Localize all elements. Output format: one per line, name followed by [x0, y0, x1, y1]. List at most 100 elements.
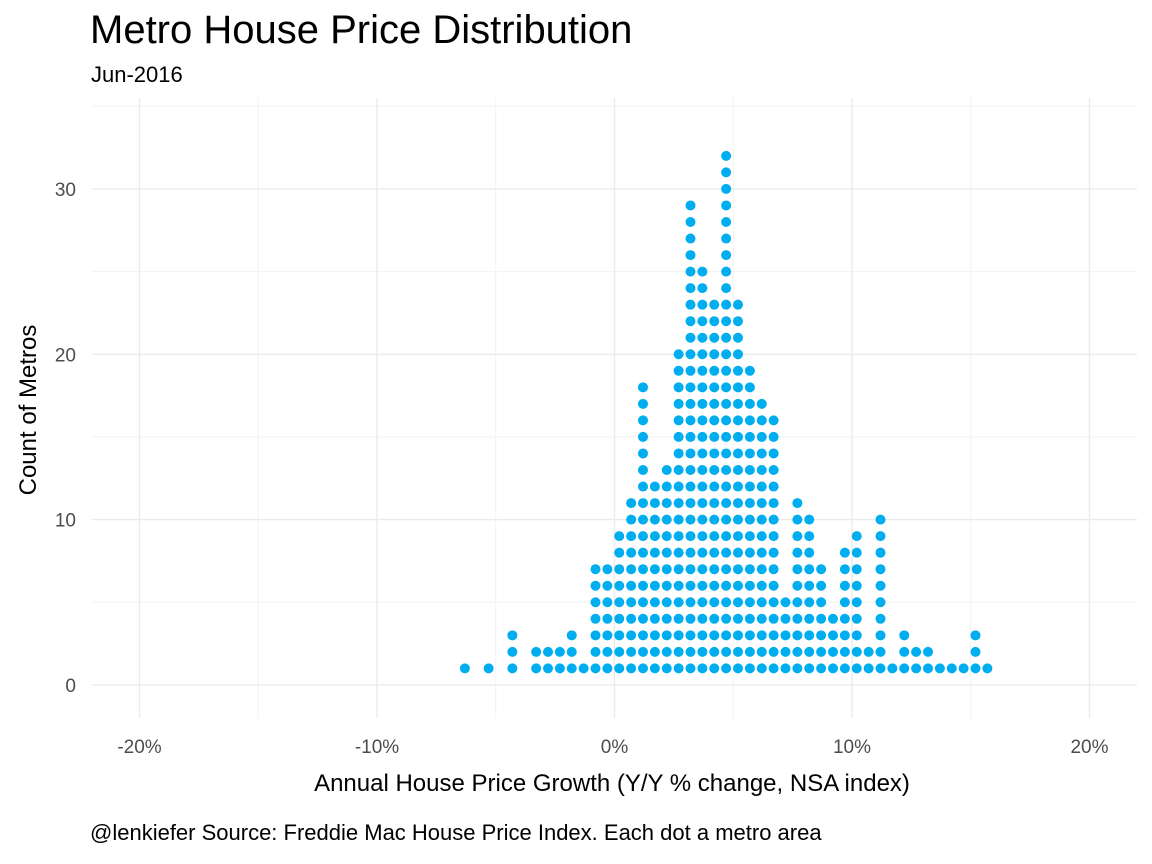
metro-dot — [709, 663, 720, 674]
metro-dot — [661, 597, 672, 608]
metro-dot — [721, 448, 732, 459]
metro-dot — [756, 630, 767, 641]
metro-dot — [673, 597, 684, 608]
metro-dot — [733, 431, 743, 442]
metro-dot — [875, 514, 886, 525]
metro-dot — [626, 663, 637, 674]
metro-dot — [685, 646, 696, 657]
metro-dot — [756, 448, 767, 459]
metro-dot — [721, 167, 732, 178]
metro-dot — [673, 514, 684, 525]
metro-dot — [673, 448, 684, 459]
metro-dot — [709, 299, 720, 310]
metro-dot — [685, 332, 696, 343]
metro-dot — [768, 646, 779, 657]
metro-dot — [638, 382, 648, 393]
metro-dot — [507, 646, 518, 657]
metro-dot — [649, 630, 660, 641]
metro-dot — [780, 630, 791, 641]
metro-dot — [792, 564, 803, 575]
metro-dot — [744, 498, 755, 509]
metro-dot — [709, 547, 720, 558]
metro-dot — [697, 531, 708, 542]
metro-dot — [851, 646, 862, 657]
x-axis-label: Annual House Price Growth (Y/Y % change,… — [314, 770, 910, 797]
metro-dot — [673, 646, 684, 657]
metro-dot — [768, 613, 779, 624]
metro-dot — [780, 646, 791, 657]
metro-dot — [661, 465, 672, 475]
metro-dot — [685, 299, 696, 310]
metro-dot — [697, 514, 708, 525]
x-tick-label: 0% — [601, 737, 629, 758]
metro-dot — [756, 663, 767, 674]
metro-dot — [875, 547, 886, 558]
metro-dot — [685, 283, 696, 294]
metro-dot — [970, 663, 981, 674]
metro-dot — [614, 613, 625, 624]
y-tick-label: 20 — [55, 345, 76, 366]
metro-dot — [673, 613, 684, 624]
metro-dot — [590, 630, 601, 641]
metro-dot — [756, 547, 767, 558]
metro-dot — [709, 465, 720, 475]
x-tick-label: 20% — [1070, 737, 1108, 758]
metro-dot — [756, 597, 767, 608]
metro-dot — [638, 547, 648, 558]
metro-dot — [614, 580, 625, 591]
metro-dot — [661, 630, 672, 641]
metro-dot — [709, 580, 720, 591]
metro-dot — [780, 597, 791, 608]
metro-dot — [614, 547, 625, 558]
metro-dot — [602, 646, 613, 657]
metro-dot — [661, 531, 672, 542]
metro-dot — [756, 580, 767, 591]
metro-dot — [638, 580, 648, 591]
metro-dot — [543, 646, 553, 657]
metro-dot — [733, 531, 743, 542]
metro-dot — [626, 547, 637, 558]
metro-dot — [685, 481, 696, 492]
metro-dot — [614, 597, 625, 608]
metro-dot — [697, 580, 708, 591]
metro-dot — [768, 597, 779, 608]
metro-dot — [839, 663, 850, 674]
metro-dot — [626, 498, 637, 509]
metro-dot — [744, 365, 755, 376]
metro-dot — [768, 547, 779, 558]
metro-dot — [638, 630, 648, 641]
metro-dot — [733, 597, 743, 608]
metro-dot — [531, 663, 542, 674]
metro-dot — [661, 514, 672, 525]
metro-dot — [839, 580, 850, 591]
metro-dot — [899, 646, 910, 657]
metro-dot — [649, 646, 660, 657]
metro-dot — [804, 580, 815, 591]
metro-dot — [685, 431, 696, 442]
metro-dot — [792, 630, 803, 641]
metro-dot — [733, 580, 743, 591]
metro-dot — [685, 514, 696, 525]
metro-dot — [614, 630, 625, 641]
metro-dot — [685, 613, 696, 624]
metro-dot — [875, 646, 886, 657]
metro-dot — [638, 597, 648, 608]
metro-dot — [709, 349, 720, 360]
metro-dot — [899, 630, 910, 641]
metro-dot — [697, 299, 708, 310]
metro-dot — [614, 564, 625, 575]
metro-dot — [626, 597, 637, 608]
metro-dot — [614, 663, 625, 674]
metro-dot — [590, 597, 601, 608]
metro-dot — [721, 646, 732, 657]
metro-dot — [697, 365, 708, 376]
metro-dot — [638, 431, 648, 442]
metro-dot — [863, 663, 874, 674]
metro-dot — [697, 564, 708, 575]
metro-dot — [649, 498, 660, 509]
y-axis-tick-labels: 0 10 20 30 — [55, 180, 76, 697]
metro-dot — [638, 448, 648, 459]
metro-dot — [697, 283, 708, 294]
metro-dot — [733, 349, 743, 360]
metro-dot — [685, 465, 696, 475]
